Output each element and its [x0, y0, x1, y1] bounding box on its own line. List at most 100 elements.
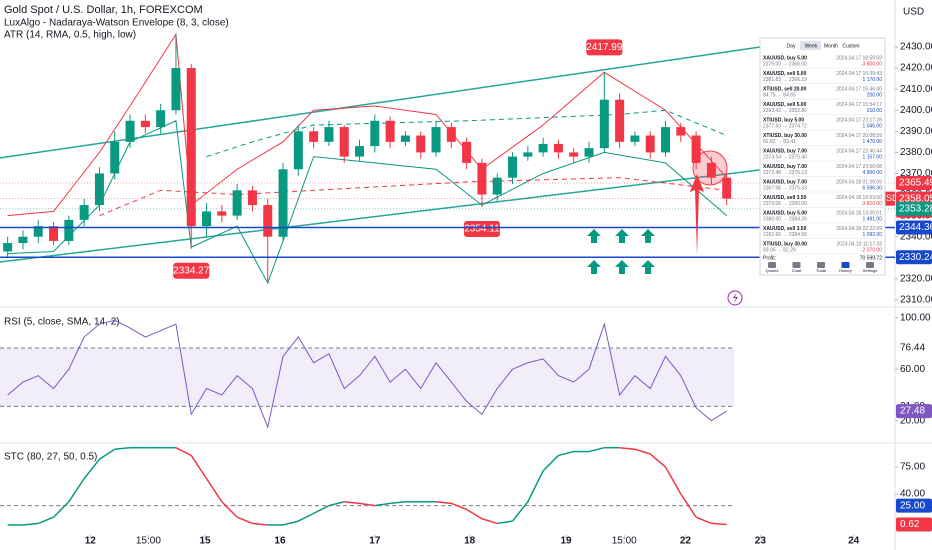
candle-body — [202, 211, 212, 227]
row-title: XTIUSD, sell 20.00 — [763, 86, 807, 92]
candle-body — [553, 143, 563, 153]
indicator-segment — [664, 466, 682, 495]
indicator-segment — [649, 453, 667, 468]
price-tag — [896, 220, 932, 235]
annotation-box — [463, 220, 500, 237]
indicator-segment — [221, 501, 238, 518]
arrow — [587, 260, 601, 274]
highlight-circle — [692, 150, 728, 186]
row-prices: 84.75 → 84.65 — [763, 92, 796, 98]
x-tick-label: 24 — [848, 536, 860, 547]
level-label: 76.44 — [900, 343, 925, 354]
indicator-segment — [680, 493, 697, 518]
nav-label[interactable]: Chart — [792, 268, 803, 273]
row-title: XAUUSD, buy 7.00 — [763, 148, 807, 154]
price-tag-label: 2365.49 — [899, 178, 932, 189]
profit-value: 70 599.72 — [860, 255, 882, 261]
indicator-segment — [344, 501, 360, 505]
panel-tab[interactable]: Week — [805, 43, 818, 49]
nav-label[interactable]: Settings — [863, 268, 877, 273]
row-title: XTIUSD, buy 5.00 — [763, 117, 804, 123]
indicator-segment — [297, 512, 314, 522]
candle-body — [477, 162, 487, 195]
candle-body — [309, 131, 319, 142]
candle-body — [247, 190, 257, 206]
green-arrows — [587, 229, 655, 274]
indicator-segment — [695, 516, 712, 525]
indicator-segment — [328, 501, 345, 507]
row-result: 310.00 — [867, 108, 883, 114]
alert-icon — [727, 290, 743, 306]
candle-body — [599, 99, 609, 149]
indicator-line — [206, 109, 727, 158]
indicator-segment — [435, 501, 452, 505]
indicator-line — [7, 319, 727, 429]
indicator-segment — [282, 520, 299, 526]
y-tick-label: 60.00 — [900, 364, 925, 375]
price-tag-label: 2353.28 — [899, 203, 932, 214]
candle-body — [156, 110, 166, 128]
candle-body — [615, 99, 625, 142]
arrow — [641, 229, 655, 243]
indicator-segment — [619, 446, 635, 450]
candle-body — [49, 226, 59, 241]
candle-body — [293, 131, 303, 170]
indicator-segment — [527, 470, 544, 503]
annotation-label: 2334.27 — [173, 265, 210, 276]
nav-label[interactable]: Quotes — [766, 268, 779, 273]
value-tag-label: 27.48 — [900, 406, 925, 417]
candle-body — [355, 146, 365, 157]
row-prices: 2377.63 → 2374.72 — [763, 123, 807, 129]
annotation-label: 2354.11 — [464, 224, 500, 235]
panel-tab[interactable]: Month — [824, 43, 838, 49]
row-time: 2024.04.18 22:22:09 — [836, 226, 882, 232]
row-prices: 2379.06 → 2390.00 — [763, 201, 807, 207]
row-time: 2024.04.17 20:08:59 — [836, 133, 882, 139]
panel-tab[interactable]: Custom — [842, 43, 859, 49]
row-title: XAUUSD, buy 5.00 — [763, 210, 807, 216]
indicator-segment — [190, 455, 208, 480]
value-tag — [896, 517, 932, 532]
pane-title: STC (80, 27, 50, 0.5) — [4, 452, 97, 463]
y-tick-label: 2400.00 — [900, 105, 932, 116]
annotation-box — [586, 39, 623, 56]
row-time: 2024.04.17 23:50:08 — [836, 164, 882, 170]
indicator-segment — [114, 446, 131, 450]
candle-body — [3, 243, 13, 252]
candle-body — [370, 120, 380, 147]
candle-body — [630, 135, 640, 142]
y-tick-label: 2310.00 — [900, 295, 932, 306]
price-tag-label: 2344.36 — [899, 222, 932, 233]
row-time: 2024.04.19 11:17:33 — [836, 241, 882, 247]
panel-tab[interactable]: Day — [787, 43, 796, 49]
row-result: 1 092.00 — [863, 232, 883, 238]
y-tick-label: 40.00 — [900, 489, 925, 500]
candle-body — [140, 120, 150, 128]
y-tick-label: 2340.00 — [900, 231, 932, 242]
currency: USD — [903, 7, 924, 18]
row-prices: 2381.83 → 2366.19 — [763, 77, 807, 83]
y-tick-label: 2420.00 — [900, 63, 932, 74]
annotation-box — [173, 262, 210, 279]
price-tag — [896, 250, 932, 265]
y-tick-label: 2370.00 — [900, 168, 932, 179]
candle-body — [339, 127, 349, 157]
nav-label[interactable]: History — [839, 268, 851, 273]
candle-body — [110, 141, 120, 174]
value-tag — [896, 404, 932, 419]
candle-body — [64, 219, 74, 241]
candle-body — [645, 135, 655, 153]
x-tick-label: 22 — [680, 536, 692, 547]
arrow — [587, 229, 601, 243]
indicator-segment — [466, 508, 483, 520]
y-tick-label: 100.00 — [900, 312, 931, 323]
row-prices: 2393.42 → 2392.80 — [763, 108, 807, 114]
pane-title: Gold Spot / U.S. Dollar, 1h, FOREXCOM — [4, 4, 203, 16]
nav-label[interactable]: Trade — [816, 268, 827, 273]
y-tick-label: 2320.00 — [900, 274, 932, 285]
candle-body — [431, 127, 441, 153]
candle-body — [18, 236, 28, 244]
row-time: 2024.04.17 15:54:17 — [836, 102, 882, 108]
value-tag-label: 0.62 — [900, 519, 920, 530]
